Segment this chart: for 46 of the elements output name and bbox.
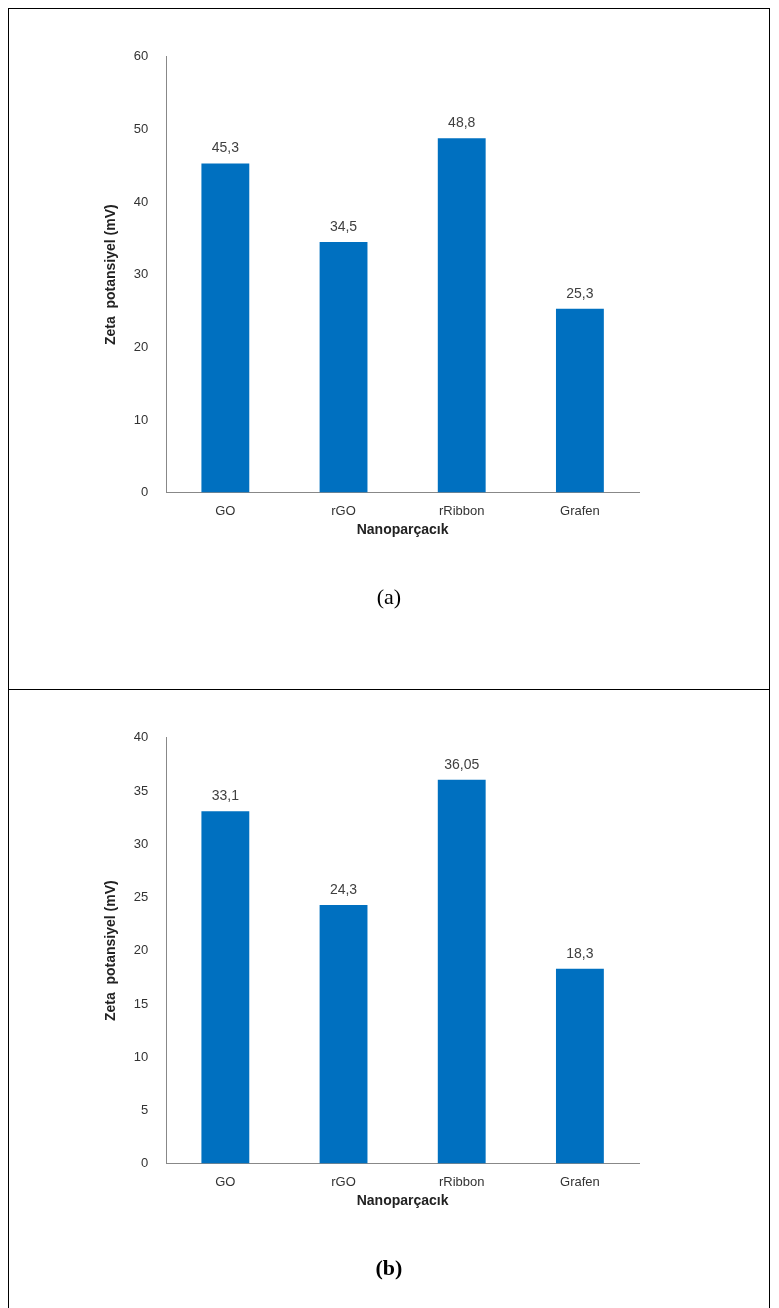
y-tick-label: 60 — [133, 48, 149, 64]
bar — [319, 904, 368, 1164]
y-tick-label: 10 — [133, 1048, 149, 1064]
y-tick-label: 10 — [133, 411, 149, 427]
data-label: 25,3 — [566, 284, 594, 301]
bar — [437, 138, 486, 493]
y-tick-label: 5 — [141, 1101, 149, 1117]
bar — [437, 779, 486, 1164]
y-tick-label: 25 — [133, 889, 149, 905]
y-tick-label: 0 — [141, 484, 149, 500]
bar — [555, 308, 604, 493]
y-tick-label: 35 — [133, 782, 149, 798]
x-tick-label: GO — [215, 502, 236, 518]
data-label: 45,3 — [211, 139, 240, 156]
bar — [555, 968, 604, 1164]
data-label: 34,5 — [329, 217, 358, 234]
y-tick-label: 30 — [133, 266, 149, 282]
bar — [201, 811, 250, 1164]
data-label: 48,8 — [448, 114, 476, 131]
y-axis-title: Zeta potansiyel (mV) — [102, 204, 119, 346]
y-tick-label: 50 — [133, 121, 149, 137]
data-label: 33,1 — [211, 787, 240, 804]
x-axis-title: Nanoparçacık — [356, 521, 449, 538]
x-tick-label: Grafen — [560, 502, 600, 518]
x-tick-label: rGO — [331, 1173, 356, 1189]
x-tick-label: Grafen — [560, 1173, 600, 1189]
x-tick-label: GO — [215, 1173, 236, 1189]
y-axis-title: Zeta potansiyel (mV) — [102, 880, 119, 1022]
y-tick-label: 30 — [133, 835, 149, 851]
y-tick-label: 40 — [133, 193, 149, 209]
y-tick-label: 40 — [133, 729, 149, 745]
data-label: 18,3 — [566, 944, 594, 961]
y-tick-label: 20 — [133, 942, 149, 958]
data-label: 24,3 — [329, 880, 358, 897]
x-axis-title: Nanoparçacık — [356, 1192, 449, 1209]
x-tick-label: rRibbon — [438, 502, 485, 518]
x-tick-label: rGO — [331, 502, 356, 518]
y-tick-label: 15 — [133, 995, 149, 1011]
x-tick-label: rRibbon — [438, 1173, 485, 1189]
bar — [201, 163, 250, 493]
text: (b) — [374, 1255, 404, 1281]
data-label: 36,05 — [444, 755, 480, 772]
y-tick-label: 0 — [141, 1155, 149, 1171]
bar — [319, 242, 368, 493]
text: (a) — [375, 584, 403, 610]
y-tick-label: 20 — [133, 338, 149, 354]
